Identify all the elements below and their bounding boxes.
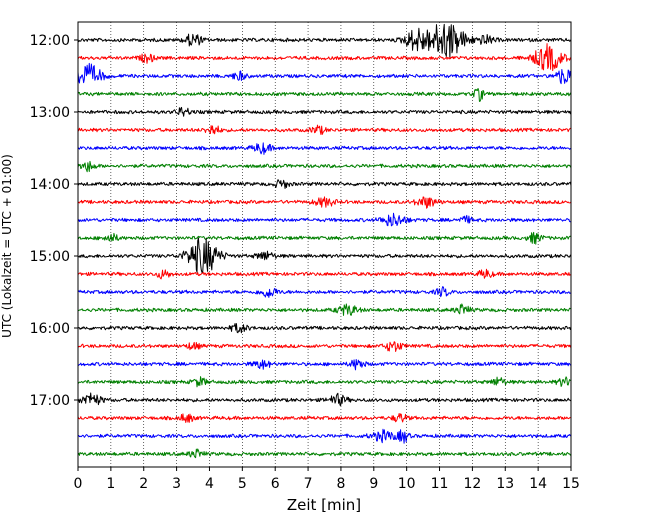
trace-line [77,124,572,136]
y-tick-label: 17:00 [30,393,70,409]
trace-line [77,268,572,280]
trace-line [77,43,572,72]
x-tick-label: 14 [529,476,547,492]
x-tick-label: 5 [238,476,247,492]
trace-line [77,412,572,423]
x-tick-label: 3 [172,476,181,492]
trace-line [77,231,572,245]
trace-line [77,160,572,173]
trace-line [77,303,572,316]
x-tick-label: 10 [398,476,416,492]
x-tick-label: 0 [74,476,83,492]
plot-frame [77,21,572,468]
x-tick-label: 9 [369,476,378,492]
x-tick-label: 1 [106,476,115,492]
trace-line [77,23,572,58]
y-axis: 12:00 13:00 14:00 15:00 16:00 17:00 [30,33,78,409]
trace-line [77,358,572,371]
trace-line [77,286,572,298]
trace-line [77,428,572,444]
trace-line [77,323,572,334]
x-axis: 0 1 2 3 4 5 6 7 8 9 10 11 12 13 14 15 [74,467,580,492]
x-gridlines [110,22,539,467]
y-tick-label: 16:00 [30,321,70,337]
y-tick-label: 13:00 [30,105,70,121]
x-tick-label: 15 [562,476,580,492]
x-tick-label: 4 [205,476,214,492]
x-tick-label: 7 [304,476,313,492]
y-axis-label: UTC (Lokalzeit = UTC + 01:00) [0,154,14,338]
y-tick-label: 12:00 [30,33,70,49]
trace-line [77,376,572,388]
y-tick-label: 15:00 [30,249,70,265]
trace-line [77,341,572,352]
x-axis-label: Zeit [min] [287,496,361,514]
trace-line [77,179,572,189]
x-tick-label: 6 [271,476,280,492]
y-tick-label: 14:00 [30,177,70,193]
trace-line [77,392,572,407]
trace-line [77,142,572,155]
trace-line [77,62,572,85]
trace-line [77,212,572,227]
trace-group [77,23,572,459]
x-tick-label: 13 [496,476,514,492]
x-tick-label: 2 [139,476,148,492]
x-tick-label: 12 [463,476,481,492]
trace-line [77,448,572,459]
trace-line [77,106,572,117]
x-tick-label: 8 [336,476,345,492]
trace-line [77,87,572,102]
x-tick-label: 11 [431,476,449,492]
trace-line [77,196,572,209]
trace-line [77,237,572,274]
